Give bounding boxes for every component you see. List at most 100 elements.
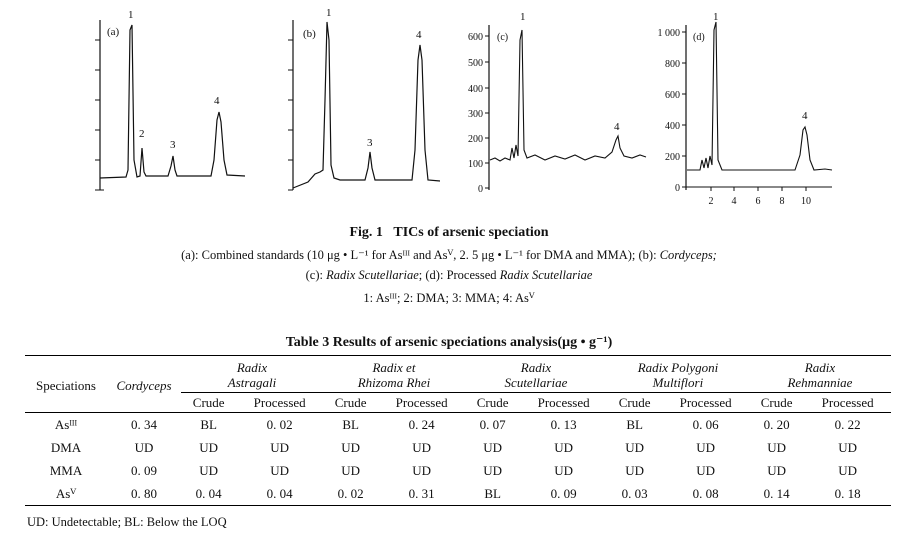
table-cell: UD — [554, 463, 574, 478]
table-cell: UD — [270, 463, 290, 478]
panel-d: 1 000 800 600 400 200 0 2 4 6 8 10 (d) 1… — [658, 11, 833, 207]
figure-title: TICs of arsenic speciation — [393, 225, 549, 240]
table-subheader-row: Crude Processed Crude Processed Crude Pr… — [25, 393, 891, 413]
svg-text:600: 600 — [665, 90, 680, 101]
svg-text:2: 2 — [709, 196, 714, 207]
header-group-multiflori: Radix Polygoni Multiflori — [606, 355, 749, 393]
row-label: Asⱽ — [55, 486, 77, 501]
figure-1-chromatograms: (a) 1 2 3 4 (b) 1 3 4 600 500 400 300 20… — [95, 7, 833, 207]
table-cell: UD — [412, 440, 432, 455]
subheader-processed: Processed — [253, 395, 306, 410]
panel-b-peak-1: 1 — [326, 7, 332, 19]
table-cell: 0. 07 — [479, 417, 506, 432]
figure-caption-legend: 1: Asᴵᴵᴵ; 2: DMA; 3: MMA; 4: Asⱽ — [363, 291, 535, 305]
panel-a: (a) 1 2 3 4 — [95, 9, 246, 191]
table-cell: UD — [341, 440, 361, 455]
subheader-crude: Crude — [334, 395, 367, 410]
table-cell: 0. 20 — [763, 417, 790, 432]
figure-caption-title: Fig. 1 TICs of arsenic speciation — [0, 225, 898, 241]
svg-text:100: 100 — [468, 159, 483, 170]
table-cell: 0. 03 — [621, 486, 648, 501]
table-cell: 0. 09 — [131, 463, 157, 478]
table-cell: UD — [696, 440, 715, 455]
svg-text:0: 0 — [675, 183, 680, 194]
figure-caption-line-1: (a): Combined standards (10 μg • L⁻¹ for… — [181, 248, 717, 262]
panel-d-x-ticks: 2 4 6 8 10 — [709, 187, 811, 207]
table-cell: 0. 02 — [266, 417, 293, 432]
panel-a-peak-3: 3 — [170, 139, 176, 151]
panel-b-label: (b) — [303, 28, 316, 40]
panel-a-peak-2: 2 — [139, 128, 145, 140]
panel-c-trace — [489, 29, 647, 162]
table-cell: 0. 80 — [131, 486, 157, 501]
figure-caption-line-2: (c): Radix Scutellariae; (d): Processed … — [305, 268, 593, 282]
figure-number: Fig. 1 — [349, 225, 383, 240]
header-speciations: Speciations — [36, 377, 96, 393]
table-row: Asᴵᴵᴵ 0. 34 BL 0. 02 BL 0. 24 0. 07 0. 1… — [25, 412, 891, 437]
table-cell: UD — [199, 440, 219, 455]
subheader-crude: Crude — [618, 395, 651, 410]
svg-text:400: 400 — [665, 121, 680, 132]
table-row: MMA 0. 09 UD UD UD UD UD UD UD UD UD UD — [25, 459, 891, 482]
table-row: Asⱽ 0. 80 0. 04 0. 04 0. 02 0. 31 BL 0. … — [25, 482, 891, 506]
subheader-processed: Processed — [679, 395, 732, 410]
table-cell: 0. 02 — [337, 486, 364, 501]
results-table: Speciations Cordyceps Radix Astragali Rad… — [25, 355, 891, 506]
table-cell: 0. 06 — [692, 417, 719, 432]
table-cell: 0. 34 — [131, 417, 157, 432]
panel-d-peak-4: 4 — [802, 110, 808, 122]
table-cell: UD — [767, 463, 786, 478]
row-label: DMA — [50, 440, 82, 455]
svg-text:400: 400 — [468, 84, 483, 95]
panel-b: (b) 1 3 4 — [288, 7, 441, 191]
table-cell: UD — [199, 463, 219, 478]
svg-text:6: 6 — [756, 196, 761, 207]
panel-d-peak-1: 1 — [713, 11, 719, 23]
header-group-rehmanniae: Radix Rehmanniae — [748, 355, 891, 393]
panel-a-label: (a) — [107, 26, 120, 38]
table-cell: 0. 24 — [408, 417, 435, 432]
table-cell: UD — [838, 463, 858, 478]
header-group-rhei: Radix et Rhizoma Rhei — [322, 355, 465, 393]
panel-d-y-ticks: 1 000 800 600 400 200 0 — [658, 28, 686, 194]
table-cell: BL — [342, 417, 359, 432]
subheader-crude: Crude — [476, 395, 509, 410]
svg-text:200: 200 — [468, 134, 483, 145]
table-title: Table 3 Results of arsenic speciations a… — [285, 335, 613, 350]
table-cell: UD — [412, 463, 432, 478]
table-cell: UD — [838, 440, 858, 455]
panel-c-peak-4: 4 — [614, 121, 620, 133]
table-cell: 0. 18 — [834, 486, 861, 501]
table-cell: BL — [626, 417, 643, 432]
panel-b-peak-4: 4 — [416, 29, 422, 41]
table-cell: UD — [625, 440, 645, 455]
panel-b-peak-3: 3 — [367, 137, 373, 149]
table-cell: BL — [200, 417, 217, 432]
table-cell: UD — [554, 440, 574, 455]
svg-text:1 000: 1 000 — [658, 28, 681, 39]
table-cell: 0. 22 — [834, 417, 861, 432]
header-cordyceps: Cordyceps — [116, 377, 172, 393]
panel-c-y-ticks: 600 500 400 300 200 100 0 — [468, 32, 489, 195]
subheader-crude: Crude — [760, 395, 793, 410]
header-group-scutellariae: Radix Scutellariae — [464, 355, 607, 393]
svg-text:4: 4 — [732, 196, 737, 207]
table-cell: BL — [484, 486, 501, 501]
panel-a-peak-1: 1 — [128, 9, 134, 21]
table-cell: UD — [696, 463, 715, 478]
table-cell: UD — [767, 440, 786, 455]
row-label: Asᴵᴵᴵ — [54, 417, 78, 432]
panel-c-peak-1: 1 — [520, 11, 526, 23]
table-footnote: UD: Undetectable; BL: Below the LOQ — [27, 515, 227, 529]
svg-text:10: 10 — [801, 196, 811, 207]
subheader-crude: Crude — [192, 395, 225, 410]
svg-text:8: 8 — [780, 196, 785, 207]
subheader-processed: Processed — [395, 395, 448, 410]
panel-a-peak-4: 4 — [214, 95, 220, 107]
table-cell: 0. 31 — [408, 486, 435, 501]
table-cell: UD — [483, 440, 503, 455]
table-cell: UD — [483, 463, 503, 478]
table-cell: UD — [134, 440, 154, 455]
subheader-processed: Processed — [821, 395, 874, 410]
table-cell: 0. 14 — [763, 486, 790, 501]
